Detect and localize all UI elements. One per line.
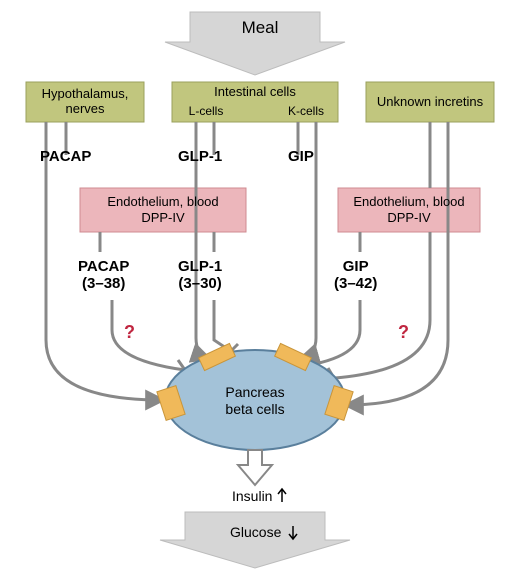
label-intestinal: Intestinal cells xyxy=(172,82,338,102)
insulin-arrow xyxy=(238,450,272,485)
qmark-right: ? xyxy=(398,322,409,343)
insulin-up-icon xyxy=(278,489,286,502)
arrow-pacap-frag-inhibit xyxy=(112,300,185,370)
label-lcells: L-cells xyxy=(176,104,236,118)
label-glucose: Glucose xyxy=(230,524,281,540)
label-insulin: Insulin xyxy=(232,488,272,504)
label-unknown: Unknown incretins xyxy=(366,82,494,122)
label-hypothalamus: Hypothalamus, nerves xyxy=(26,82,144,122)
label-kcells: K-cells xyxy=(276,104,336,118)
label-glp1: GLP-1 xyxy=(178,148,222,165)
label-glp1-frag: GLP-1 (3–30) xyxy=(178,258,222,293)
glucose-arrow xyxy=(160,512,350,568)
label-dpp-right: Endothelium, blood DPP-IV xyxy=(338,188,480,232)
meal-label: Meal xyxy=(0,18,520,38)
label-pancreas: Pancreas beta cells xyxy=(205,384,305,418)
label-pacap: PACAP xyxy=(40,148,91,165)
label-gip-frag: GIP (3–42) xyxy=(334,258,377,293)
label-gip: GIP xyxy=(288,148,314,165)
arrow-unknown-inhibit xyxy=(335,232,430,378)
label-dpp-left: Endothelium, blood DPP-IV xyxy=(80,188,246,232)
label-pacap-frag: PACAP (3–38) xyxy=(78,258,129,293)
qmark-left: ? xyxy=(124,322,135,343)
